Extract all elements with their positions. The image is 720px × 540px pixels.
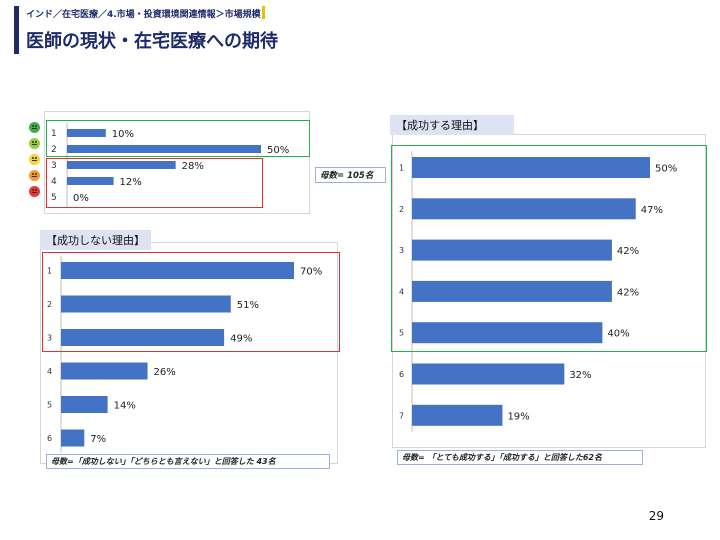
fail-category-label: 3	[47, 334, 52, 343]
success-chart-note: 母数= 「とても成功する」「成功する」と回答した62名	[397, 450, 643, 465]
highlight-negative	[46, 158, 263, 208]
page-number: 29	[648, 509, 664, 523]
angry-face-icon	[29, 186, 40, 197]
success-bar	[412, 363, 565, 385]
sentiment-value-label: 10%	[112, 129, 134, 140]
header-accent-bar	[14, 6, 19, 54]
sentiment-bar	[67, 129, 106, 137]
fail-bar	[61, 329, 225, 346]
sentiment-value-label: 50%	[267, 145, 289, 156]
success-chart-panel: 1 50% 2 47% 3 42% 4 42% 5 40% 6 32% 7 19%	[392, 134, 706, 448]
neutral-face-icon	[29, 154, 40, 165]
fail-value-label: 51%	[237, 300, 259, 311]
success-value-label: 42%	[617, 246, 639, 257]
success-bar	[412, 157, 650, 178]
success-value-label: 47%	[641, 205, 663, 216]
fail-value-label: 26%	[154, 367, 176, 378]
fail-bar	[61, 262, 294, 279]
fail-category-label: 1	[47, 267, 52, 276]
fail-category-label: 6	[47, 434, 52, 443]
success-bar	[412, 280, 612, 302]
fail-bar	[61, 429, 85, 447]
highlight-positive	[46, 120, 310, 157]
fail-chart-tag: 【成功しない理由】	[40, 230, 151, 250]
fail-value-label: 49%	[230, 334, 252, 345]
success-value-label: 32%	[569, 370, 591, 381]
success-category-label: 6	[399, 370, 404, 379]
unhappy-face-icon	[29, 170, 40, 181]
very-happy-face-icon	[29, 122, 40, 133]
sentiment-category-label: 4	[51, 177, 57, 187]
sentiment-category-label: 1	[51, 129, 57, 139]
sentiment-note: 母数= 105名	[315, 167, 386, 183]
success-chart: 1 50% 2 47% 3 42% 4 42% 5 40% 6 32% 7 19%	[399, 151, 677, 432]
fail-bar	[61, 396, 108, 413]
sentiment-chart-panel: 1 10% 2 50% 3 28% 4 12% 5 0%	[44, 111, 310, 214]
sentiment-category-label: 5	[51, 193, 57, 203]
success-category-label: 1	[399, 164, 404, 173]
fail-category-label: 5	[47, 401, 52, 410]
fail-value-label: 7%	[90, 434, 106, 445]
fail-bar	[61, 362, 148, 380]
breadcrumb-marker	[262, 6, 265, 19]
fail-value-label: 70%	[300, 267, 322, 278]
success-category-label: 2	[399, 205, 404, 214]
success-bar	[412, 239, 612, 261]
success-value-label: 50%	[655, 164, 677, 175]
fail-category-label: 2	[47, 300, 52, 309]
success-category-label: 5	[399, 329, 404, 338]
success-value-label: 42%	[617, 287, 639, 298]
success-value-label: 19%	[507, 411, 529, 422]
sentiment-value-label: 28%	[182, 161, 204, 172]
fail-value-label: 14%	[114, 401, 136, 412]
fail-chart-panel: 1 70% 2 51% 3 49% 4 26% 5 14% 6 7%	[40, 242, 338, 464]
success-bar	[412, 322, 603, 344]
page-title: 医師の現状・在宅医療への期待	[26, 31, 278, 52]
highlight-fail-top3	[42, 252, 340, 352]
success-category-label: 3	[399, 246, 404, 255]
success-category-label: 4	[399, 287, 404, 296]
highlight-success-top5	[391, 145, 707, 352]
fail-chart: 1 70% 2 51% 3 49% 4 26% 5 14% 6 7%	[47, 256, 322, 453]
sentiment-value-label: 12%	[120, 177, 142, 188]
sentiment-category-label: 3	[51, 161, 57, 171]
success-category-label: 7	[399, 411, 404, 420]
sentiment-bar	[67, 145, 261, 153]
sentiment-bar	[67, 161, 176, 169]
sentiment-value-label: 0%	[73, 193, 89, 204]
breadcrumb: インド／在宅医療／4.市場・投資環境関連情報＞市場規模	[26, 10, 261, 20]
success-value-label: 40%	[607, 329, 629, 340]
success-chart-tag: 【成功する理由】	[390, 115, 514, 135]
sentiment-chart: 1 10%2 50%3 28%4 12%5 0%	[51, 123, 289, 207]
fail-bar	[61, 295, 231, 313]
success-bar	[412, 404, 503, 426]
fail-chart-note: 母数=「成功しない」「どちらとも言えない」と回答した 43名	[46, 454, 330, 469]
sentiment-category-label: 2	[51, 145, 57, 155]
sentiment-bar	[67, 177, 114, 185]
success-bar	[412, 198, 636, 220]
fail-category-label: 4	[47, 367, 52, 376]
happy-face-icon	[29, 138, 40, 149]
